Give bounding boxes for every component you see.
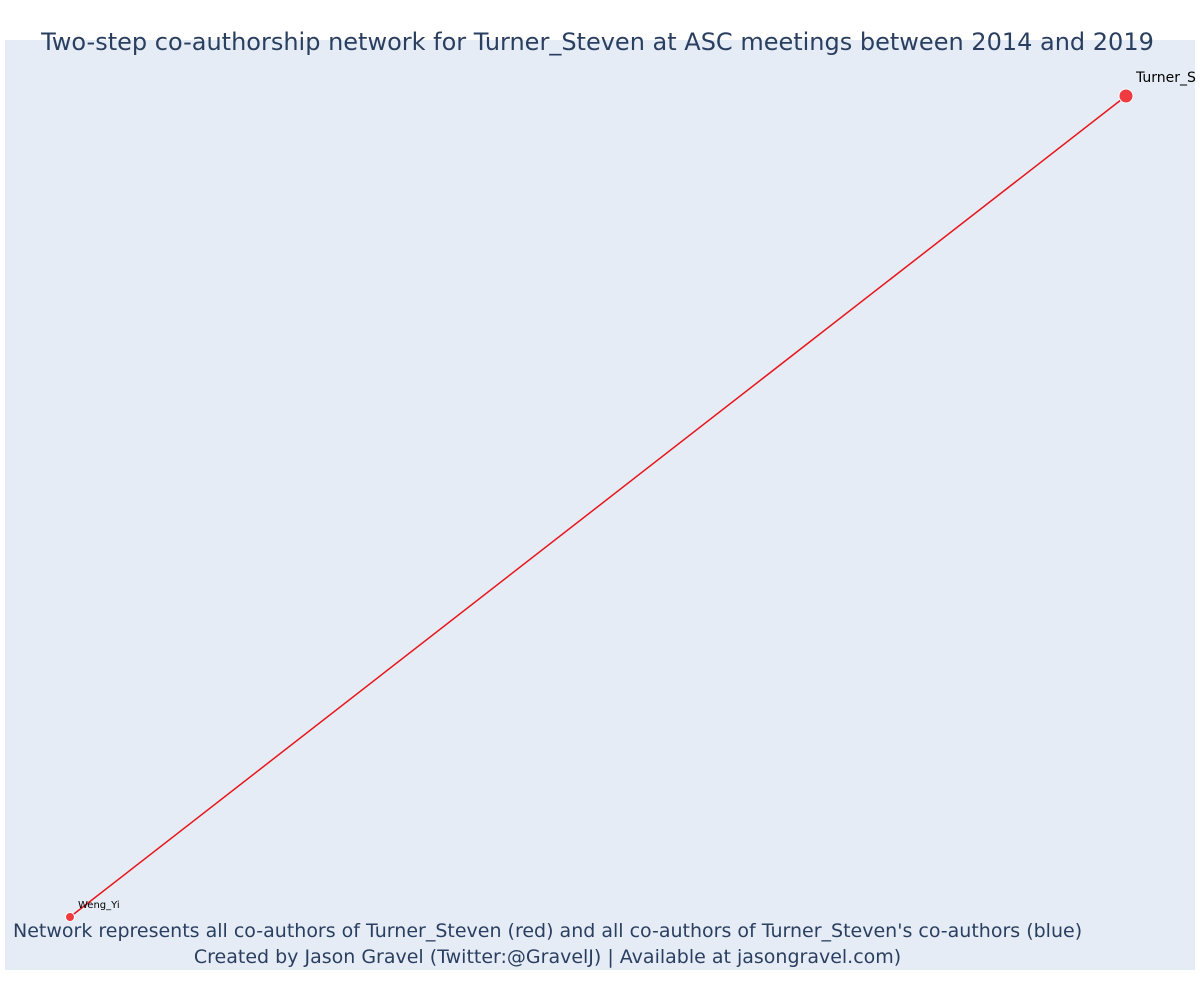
caption-line-1: Network represents all co-authors of Tur… — [13, 920, 1083, 942]
node-turner-steven[interactable] — [1118, 88, 1134, 104]
node-label-weng-yi: Weng_Yi — [78, 900, 120, 911]
page-title: Two-step co-authorship network for Turne… — [41, 28, 1154, 56]
caption: Network represents all co-authors of Tur… — [13, 918, 1082, 970]
node-weng-yi[interactable] — [65, 912, 75, 922]
edge-turner-weng — [69, 95, 1127, 918]
node-label-turner-steven: Turner_S — [1135, 70, 1196, 86]
caption-line-2: Created by Jason Gravel (Twitter:@Gravel… — [193, 946, 902, 968]
